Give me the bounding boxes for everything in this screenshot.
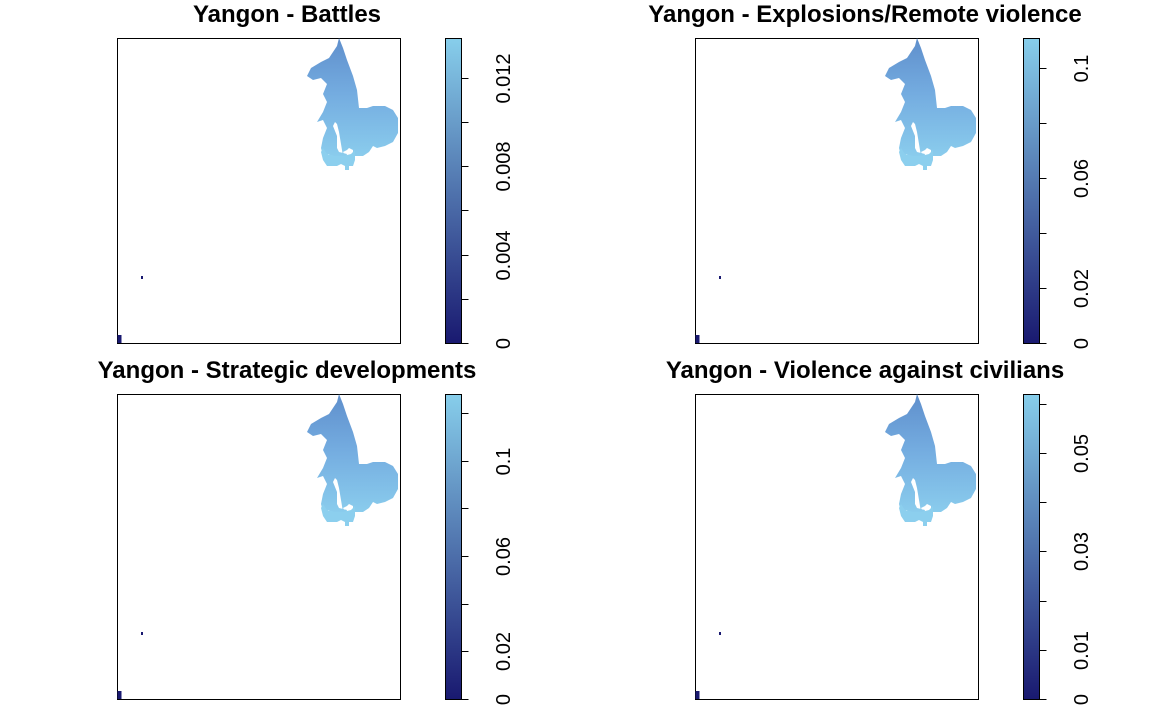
map-panel-2: Yangon - Explosions/Remote violence 0 0.02… <box>648 1 1093 349</box>
map-frame <box>695 38 979 344</box>
raster-main-area <box>307 394 398 518</box>
legend-tick-label: 0.012 <box>493 53 515 103</box>
map-frame <box>695 394 979 700</box>
panel-title: Yangon - Strategic developments <box>98 357 477 384</box>
raster-south-lobe <box>321 504 355 526</box>
legend-tick-label: 0 <box>1071 694 1093 705</box>
raster-main-area <box>885 38 976 162</box>
legend-tick-label: 0 <box>493 338 515 349</box>
legend-tick-label: 0.004 <box>493 230 515 280</box>
legend-colorbar <box>445 394 462 700</box>
map-frame <box>117 394 401 700</box>
raster-corner-cell <box>117 691 122 699</box>
legend-colorbar <box>445 38 462 344</box>
legend-tick-label: 0 <box>1071 338 1093 349</box>
legend-tick-label: 0.02 <box>493 632 515 671</box>
raster-region <box>695 394 976 699</box>
map-panel-1: Yangon - Battles 0 0.004 0.008 0.012 <box>117 1 515 349</box>
raster-pixel <box>141 632 143 635</box>
raster-pixel <box>719 276 721 279</box>
legend-colorbar <box>1023 394 1040 700</box>
raster-region <box>695 38 976 343</box>
legend-tick-label: 0.06 <box>493 537 515 576</box>
raster-main-area <box>885 394 976 518</box>
panel-title: Yangon - Explosions/Remote violence <box>648 1 1081 28</box>
raster-corner-cell <box>117 335 122 343</box>
panel-title: Yangon - Violence against civilians <box>666 357 1064 384</box>
legend-tick-label: 0.1 <box>1071 55 1093 83</box>
raster-pixel <box>719 632 721 635</box>
legend-colorbar <box>1023 38 1040 344</box>
raster-corner-cell <box>695 691 700 699</box>
raster-main-area <box>307 38 398 162</box>
legend-tick-label: 0 <box>493 694 515 705</box>
panel-title: Yangon - Battles <box>193 1 381 28</box>
map-frame <box>117 38 401 344</box>
map-panel-3: Yangon - Strategic developments 0 0.02 0.06… <box>98 357 515 705</box>
raster-region <box>117 394 398 699</box>
legend-tick-label: 0.008 <box>493 141 515 191</box>
raster-region <box>117 38 398 343</box>
raster-south-lobe <box>899 148 933 170</box>
raster-corner-cell <box>695 335 700 343</box>
legend-tick-label: 0.03 <box>1071 532 1093 571</box>
raster-south-lobe <box>321 148 355 170</box>
raster-pixel <box>141 276 143 279</box>
map-panel-4: Yangon - Violence against civilians 0 0.01… <box>666 357 1093 705</box>
legend-tick-label: 0.06 <box>1071 159 1093 198</box>
legend-tick-label: 0.02 <box>1071 269 1093 308</box>
legend-tick-label: 0.1 <box>493 448 515 476</box>
legend-tick-label: 0.01 <box>1071 631 1093 670</box>
legend-tick-label: 0.05 <box>1071 434 1093 473</box>
raster-south-lobe <box>899 504 933 526</box>
